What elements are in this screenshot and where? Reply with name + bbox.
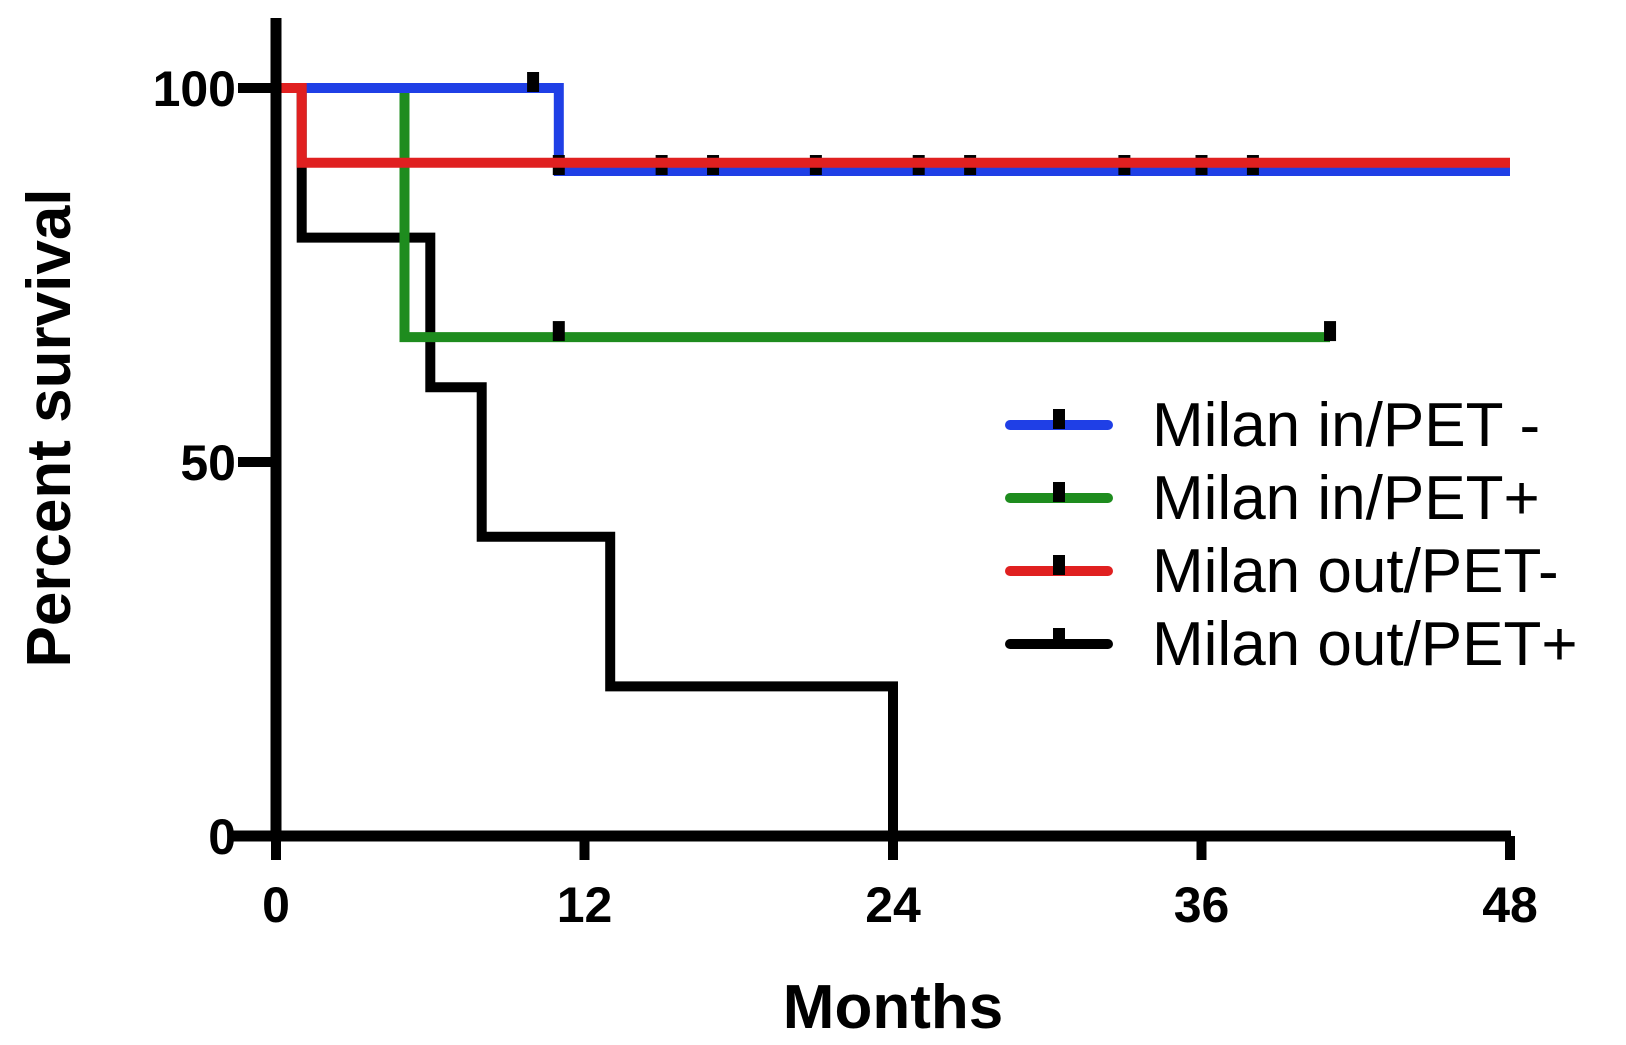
legend-label-milan-in-pet: Milan in/PET+ <box>1152 464 1540 533</box>
y-axis-title: Percent survival <box>15 188 84 667</box>
series-milan-out-pet <box>276 83 1510 168</box>
x-axis-title: Months <box>783 973 1003 1042</box>
x-tick-label-48: 48 <box>1482 877 1538 933</box>
legend-censor-mark-milan-in-pet <box>1053 482 1065 502</box>
series-line-milan-out-pet <box>276 83 898 836</box>
censor-mark-milan-in-pet-1 <box>1324 321 1337 342</box>
x-tick-label-12: 12 <box>557 877 613 933</box>
censor-mark-milan-in-pet-0 <box>527 72 540 92</box>
censor-mark-milan-in-pet-0 <box>552 321 565 342</box>
y-tick-label-0: 0 <box>208 809 236 865</box>
series-line-milan-in-pet <box>276 83 1510 176</box>
y-ticks: 0 50 100 <box>153 61 276 865</box>
legend-label-milan-in-pet: Milan in/PET - <box>1152 391 1540 460</box>
series-layer <box>276 72 1510 836</box>
legend-censor-mark-milan-in-pet <box>1053 409 1065 429</box>
x-tick-label-24: 24 <box>865 877 921 933</box>
legend-item-milan-out-pet: Milan out/PET- <box>1005 537 1559 606</box>
legend: Milan in/PET -Milan in/PET+Milan out/PET… <box>1005 391 1578 679</box>
x-ticks: 0 12 24 36 48 <box>262 836 1538 933</box>
legend-label-milan-out-pet: Milan out/PET+ <box>1152 610 1578 679</box>
legend-censor-mark-milan-out-pet <box>1053 555 1065 575</box>
legend-item-milan-out-pet: Milan out/PET+ <box>1005 610 1578 679</box>
y-tick-label-100: 100 <box>153 61 236 117</box>
series-milan-out-pet <box>276 83 898 836</box>
legend-censor-mark-milan-out-pet <box>1053 628 1065 648</box>
legend-item-milan-in-pet: Milan in/PET - <box>1005 391 1540 460</box>
x-tick-label-0: 0 <box>262 877 290 933</box>
y-tick-label-50: 50 <box>180 435 236 491</box>
x-tick-label-36: 36 <box>1174 877 1230 933</box>
legend-label-milan-out-pet: Milan out/PET- <box>1152 537 1559 606</box>
axes: 0 12 24 36 48 0 50 100 <box>153 18 1538 933</box>
legend-item-milan-in-pet: Milan in/PET+ <box>1005 464 1540 533</box>
series-line-milan-out-pet <box>276 83 1510 168</box>
